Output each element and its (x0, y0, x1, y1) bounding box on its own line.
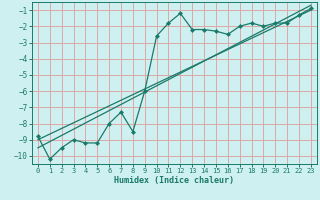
X-axis label: Humidex (Indice chaleur): Humidex (Indice chaleur) (115, 176, 234, 185)
